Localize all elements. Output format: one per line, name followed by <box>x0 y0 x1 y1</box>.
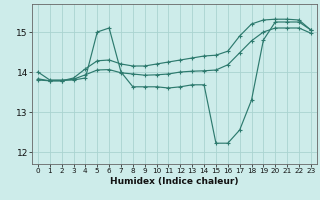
X-axis label: Humidex (Indice chaleur): Humidex (Indice chaleur) <box>110 177 239 186</box>
